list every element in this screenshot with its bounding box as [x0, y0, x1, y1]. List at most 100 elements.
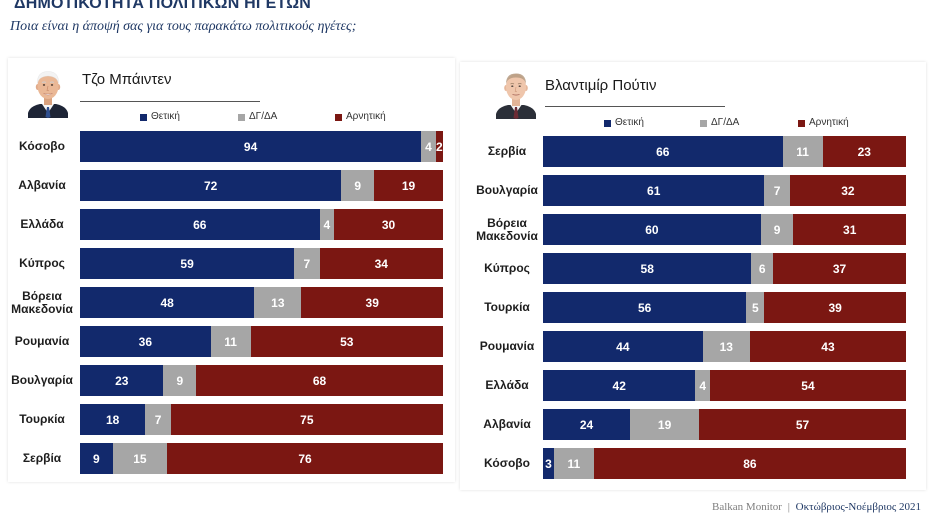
- bar-value-label: 9: [773, 222, 781, 237]
- bar-row: Σερβία 66 11 23: [460, 136, 906, 167]
- bar-segment-dont-know: 7: [294, 248, 320, 279]
- bar-value-label: 68: [312, 373, 327, 388]
- legend-label: ΔΓ/ΔΑ: [249, 111, 278, 122]
- bar-segment-dont-know: 7: [764, 175, 790, 206]
- bar-row: Αλβανία 72 9 19: [8, 170, 443, 201]
- category-label: Κόσοβο: [484, 456, 530, 470]
- bar-segment-negative: 43: [749, 331, 906, 362]
- category-label: Κύπρος: [19, 256, 65, 270]
- legend-item-positive: Θετική: [604, 117, 644, 129]
- legend-label: Θετική: [615, 117, 644, 128]
- stacked-bar: 24 19 57: [543, 409, 906, 440]
- bar-segment-positive: 72: [80, 170, 342, 201]
- bar-segment-dont-know: 4: [421, 131, 436, 162]
- category-label: Κύπρος: [484, 261, 530, 275]
- bar-value-label: 37: [832, 261, 847, 276]
- bar-segment-negative: 68: [196, 365, 443, 396]
- bar-value-label: 53: [340, 334, 354, 349]
- bar-value-label: 23: [115, 373, 129, 388]
- category-label: Ελλάδα: [485, 378, 529, 392]
- category-label: Αλβανία: [18, 178, 66, 192]
- stacked-bar: 9 15 76: [80, 443, 443, 474]
- bar-value-label: 60: [645, 222, 659, 237]
- bar-row: Αλβανία 24 19 57: [460, 409, 906, 440]
- bar-segment-negative: 53: [250, 326, 443, 357]
- stacked-bar: 36 11 53: [80, 326, 443, 357]
- name-underline: [545, 106, 725, 107]
- bar-value-label: 44: [616, 339, 630, 354]
- page-subtitle: Ποια είναι η άποψή σας για τους παρακάτω…: [10, 19, 357, 34]
- bar-value-label: 13: [719, 339, 733, 354]
- stacked-bar: 66 11 23: [543, 136, 906, 167]
- legend-swatch: [140, 113, 147, 121]
- bar-value-label: 4: [699, 378, 707, 393]
- bar-segment-negative: 39: [764, 292, 906, 323]
- bar-row: Βουλγαρία 23 9 68: [8, 365, 443, 396]
- category-label: Ρουμανία: [14, 334, 70, 348]
- legend-label: Θετική: [151, 111, 180, 122]
- category-label: Τουρκία: [484, 300, 530, 314]
- source-footer: Balkan Monitor | Οκτώβριος-Νοέμβριος 202…: [712, 500, 921, 514]
- stacked-bar: 61 7 32: [543, 175, 906, 206]
- bar-segment-negative: 30: [334, 209, 443, 240]
- bar-segment-positive: 18: [80, 404, 146, 435]
- legend-label: Αρνητική: [346, 111, 386, 122]
- bar-row: Σερβία 9 15 76: [8, 443, 443, 474]
- bar-segment-positive: 3: [543, 448, 554, 479]
- bar-value-label: 7: [303, 256, 311, 271]
- bar-value-label: 54: [801, 378, 815, 393]
- bar-value-label: 66: [193, 217, 207, 232]
- bar-value-label: 5: [751, 300, 759, 315]
- putin-photo-icon: [496, 73, 536, 119]
- bar-value-label: 94: [243, 139, 258, 154]
- bar-segment-negative: 75: [170, 404, 443, 435]
- bar-value-label: 48: [160, 295, 174, 310]
- legend-item-dont-know: ΔΓ/ΔΑ: [238, 111, 277, 123]
- bar-segment-positive: 42: [543, 370, 696, 401]
- bar-segment-positive: 56: [543, 292, 747, 323]
- stacked-bar: 18 7 75: [80, 404, 443, 435]
- bar-row: Βόρεια Μακεδονία 48 13 39: [8, 287, 443, 318]
- bar-segment-positive: 48: [80, 287, 255, 318]
- bar-value-label: 19: [401, 178, 416, 193]
- page-title: ΔΗΜΟΤΙΚΟΤΗΤΑ ΠΟΛΙΤΙΚΩΝ ΗΓΕΤΩΝ: [14, 0, 312, 12]
- stacked-bar: 60 9 31: [543, 214, 906, 245]
- stacked-bar: 72 9 19: [80, 170, 443, 201]
- bar-segment-dont-know: 9: [760, 214, 794, 245]
- bar-value-label: 4: [323, 217, 331, 232]
- bar-value-label: 9: [92, 451, 100, 466]
- bar-value-label: 9: [176, 373, 184, 388]
- bar-value-label: 24: [579, 417, 594, 432]
- bar-segment-positive: 66: [80, 209, 320, 240]
- name-underline: [80, 101, 260, 102]
- bar-segment-negative: 57: [699, 409, 906, 440]
- bar-rows: Σερβία 66 11 23 Βουλγαρία 61 7 32 Βόρεια Μακεδον…: [460, 136, 906, 487]
- bar-segment-dont-know: 4: [319, 209, 335, 240]
- bar-value-label: 13: [271, 295, 285, 310]
- bar-value-label: 34: [374, 256, 388, 271]
- legend-swatch: [798, 119, 805, 127]
- bar-value-label: 32: [841, 183, 855, 198]
- stacked-bar: 58 6 37: [543, 253, 906, 284]
- bar-value-label: 9: [354, 178, 362, 193]
- biden-photo-icon: [28, 71, 68, 118]
- bar-rows: Κόσοβο 94 4 2 Αλβανία 72 9 19 Ελλάδα 66 4 30 Κύπρος 5…: [8, 131, 443, 482]
- bar-segment-dont-know: 11: [553, 448, 594, 479]
- stacked-bar: 44 13 43: [543, 331, 906, 362]
- bar-value-label: 7: [154, 412, 162, 427]
- bar-value-label: 58: [640, 261, 654, 276]
- bar-value-label: 4: [425, 139, 432, 154]
- bar-row: Κύπρος 59 7 34: [8, 248, 443, 279]
- category-label: Ρουμανία: [479, 339, 535, 353]
- bar-value-label: 2: [436, 139, 443, 154]
- bar-value-label: 86: [743, 456, 757, 471]
- bar-value-label: 11: [567, 456, 581, 471]
- leader-name: Βλαντιμίρ Πούτιν: [545, 77, 657, 94]
- bar-row: Ελλάδα 66 4 30: [8, 209, 443, 240]
- bar-segment-positive: 23: [80, 365, 164, 396]
- bar-value-label: 57: [795, 417, 810, 432]
- bar-value-label: 66: [656, 144, 670, 159]
- category-label: Βόρεια Μακεδονία: [11, 288, 73, 316]
- bar-value-label: 43: [821, 339, 835, 354]
- bar-segment-dont-know: 11: [210, 326, 251, 357]
